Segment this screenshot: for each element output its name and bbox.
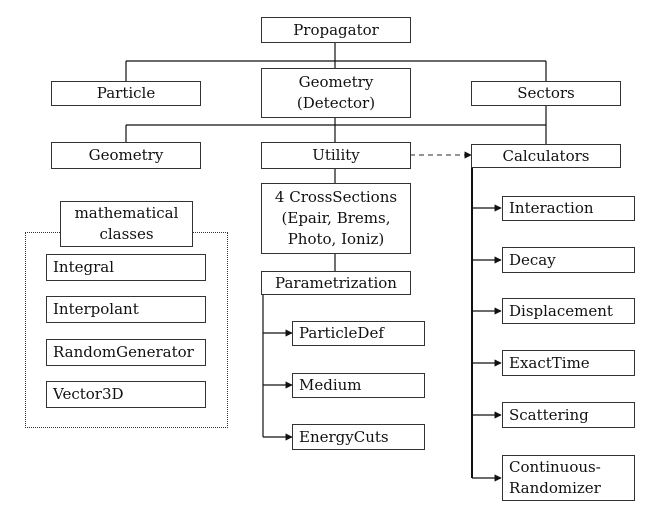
node-decay: Decay [502,247,635,273]
node-energy-cuts: EnergyCuts [292,424,425,450]
node-parametrization: Parametrization [261,271,411,295]
node-integral: Integral [46,254,206,281]
node-particle: Particle [51,81,201,106]
node-cross-sections-line3: Photo, Ioniz) [287,230,385,248]
node-geometry-detector-line2: (Detector) [296,94,376,112]
node-calculators: Calculators [471,144,621,168]
node-random-generator: RandomGenerator [46,339,206,366]
node-interaction: Interaction [502,196,635,221]
node-sectors: Sectors [471,81,621,106]
node-propagator: Propagator [261,17,411,43]
node-interpolant: Interpolant [46,296,206,323]
node-geometry: Geometry [51,142,201,169]
node-math-classes: mathematical classes [60,201,193,247]
node-utility: Utility [261,142,411,169]
node-cross-sections: 4 CrossSections (Epair, Brems, Photo, Io… [261,183,411,254]
node-cross-sections-line2: (Epair, Brems, [281,209,391,227]
node-continuous-randomizer: Continuous- Randomizer [502,455,635,501]
node-particle-def: ParticleDef [292,321,425,346]
node-continuous-randomizer-line2: Randomizer [509,479,601,497]
node-medium: Medium [292,373,425,398]
node-geometry-detector: Geometry (Detector) [261,68,411,118]
node-displacement: Displacement [502,298,635,324]
node-exact-time: ExactTime [502,350,635,376]
node-math-classes-line2: classes [99,225,154,243]
node-cross-sections-line1: 4 CrossSections [274,188,398,206]
node-vector3d: Vector3D [46,381,206,408]
node-geometry-detector-line1: Geometry [298,73,374,91]
node-continuous-randomizer-line1: Continuous- [509,458,601,476]
node-math-classes-line1: mathematical [74,204,179,222]
node-scattering: Scattering [502,402,635,428]
